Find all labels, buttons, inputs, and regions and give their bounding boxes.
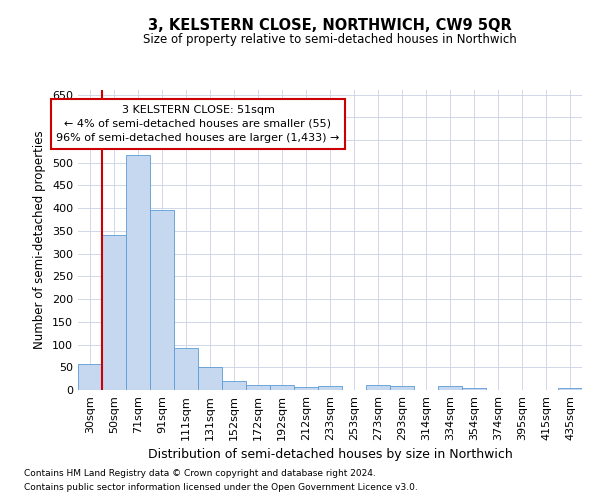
Bar [438, 386, 462, 390]
Bar [174, 348, 198, 390]
Bar [150, 210, 174, 390]
Text: Contains HM Land Registry data © Crown copyright and database right 2024.: Contains HM Land Registry data © Crown c… [24, 468, 376, 477]
Bar [390, 386, 414, 390]
Text: 3 KELSTERN CLOSE: 51sqm
← 4% of semi-detached houses are smaller (55)
96% of sem: 3 KELSTERN CLOSE: 51sqm ← 4% of semi-det… [56, 105, 340, 143]
Bar [558, 388, 582, 390]
Bar [78, 364, 102, 390]
Bar [198, 367, 222, 390]
Y-axis label: Number of semi-detached properties: Number of semi-detached properties [34, 130, 46, 350]
Bar [462, 388, 486, 390]
Text: Size of property relative to semi-detached houses in Northwich: Size of property relative to semi-detach… [143, 32, 517, 46]
Bar [294, 387, 318, 390]
Text: 3, KELSTERN CLOSE, NORTHWICH, CW9 5QR: 3, KELSTERN CLOSE, NORTHWICH, CW9 5QR [148, 18, 512, 32]
X-axis label: Distribution of semi-detached houses by size in Northwich: Distribution of semi-detached houses by … [148, 448, 512, 461]
Bar [318, 386, 342, 390]
Bar [246, 386, 270, 390]
Bar [126, 154, 150, 390]
Text: Contains public sector information licensed under the Open Government Licence v3: Contains public sector information licen… [24, 484, 418, 492]
Bar [222, 381, 246, 390]
Bar [270, 386, 294, 390]
Bar [366, 386, 390, 390]
Bar [102, 236, 126, 390]
